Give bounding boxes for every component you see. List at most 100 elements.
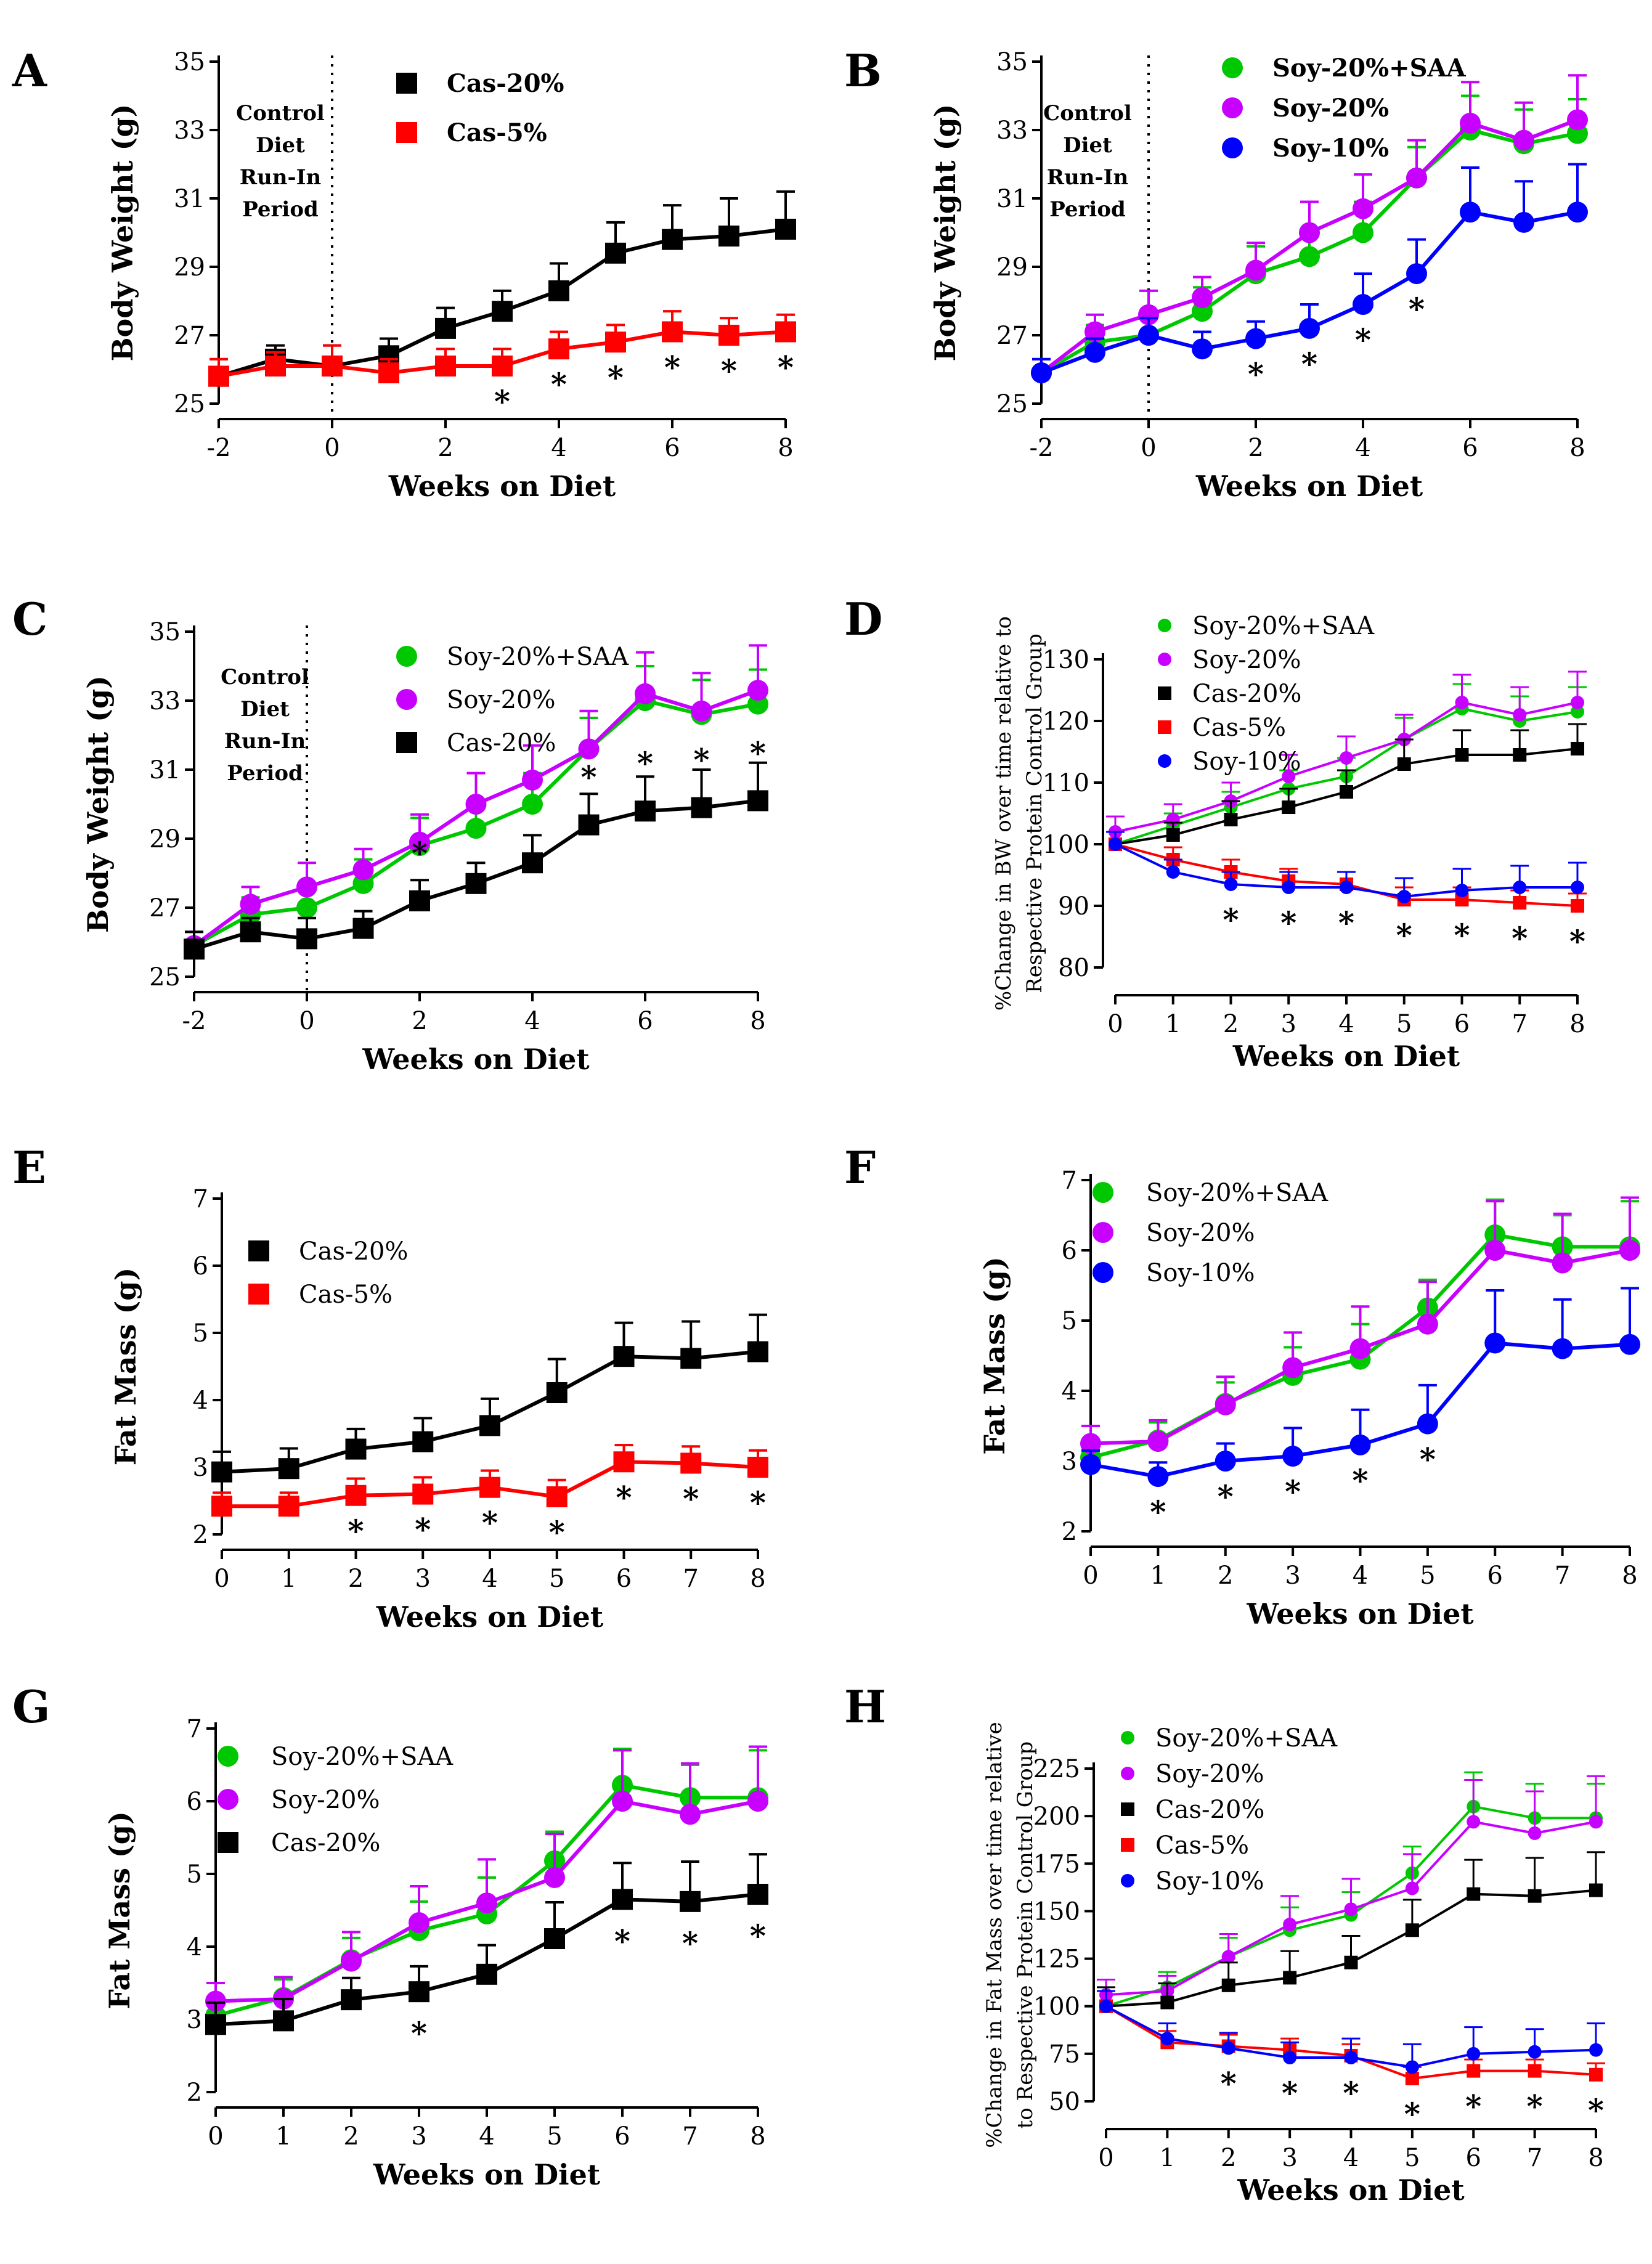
data-point [680, 1804, 701, 1825]
series-soy-20- [1031, 74, 1588, 384]
data-point [1528, 1889, 1542, 1903]
legend-label: Soy-10% [1155, 1867, 1264, 1895]
data-point [522, 852, 543, 874]
data-point [1460, 112, 1481, 134]
legend-swatch [1158, 653, 1171, 666]
panel-letter: A [12, 44, 47, 97]
series-soy-10- [1031, 163, 1588, 384]
y-tick-label: 7 [1062, 1167, 1077, 1195]
legend-label: Soy-10% [1192, 747, 1301, 776]
y-tick-label: 6 [1062, 1237, 1077, 1265]
data-point [1221, 1978, 1235, 1992]
panel-letter: F [844, 1141, 876, 1194]
x-tick-label: 8 [778, 434, 793, 462]
data-point [1353, 222, 1373, 243]
y-tick-label: 100 [1033, 1993, 1080, 2021]
y-tick-label: 2 [187, 2079, 202, 2107]
panel-e: E 2 3 4 5 6 7 0 1 2 3 4 5 6 7 8 Weeks on Diet Fat Mass (g… [12, 1141, 768, 1634]
data-point [1340, 751, 1353, 765]
data-point [544, 1928, 565, 1950]
legend-item: Cas-20% [1158, 680, 1301, 708]
data-point [1552, 1252, 1573, 1274]
data-point [1099, 1999, 1113, 2013]
y-tick-label: 33 [174, 116, 205, 145]
y-axis-title: to Respective Protein Control Group [1013, 1741, 1038, 2129]
legend-swatch [1121, 1767, 1134, 1780]
significance-star: * [1282, 2075, 1298, 2111]
legend-swatch [1222, 137, 1243, 158]
legend-item: Cas-5% [1121, 1831, 1249, 1860]
data-point [1166, 865, 1180, 879]
x-tick-label: 3 [1285, 1562, 1300, 1590]
data-point [378, 362, 399, 384]
data-point [1080, 1433, 1101, 1454]
legend-label: Soy-20%+SAA [1155, 1724, 1338, 1753]
x-tick-label: 4 [479, 2122, 494, 2151]
panel-a: A 25 27 29 31 33 35 -2 0 2 4 6 8 Weeks on Diet Body We… [12, 44, 796, 503]
data-point [1224, 813, 1238, 826]
x-axis-title: Weeks on Diet [1232, 1040, 1460, 1073]
data-point [1245, 259, 1266, 281]
data-point [1589, 1883, 1603, 1897]
y-tick-label: 29 [996, 253, 1028, 282]
significance-star: * [1409, 291, 1425, 327]
data-point [1147, 1466, 1169, 1488]
data-point [265, 355, 286, 377]
data-point [1138, 304, 1159, 325]
data-point [605, 242, 626, 264]
x-tick-label: 1 [1150, 1562, 1166, 1590]
y-axis-title: %Change in BW over time relative to [991, 616, 1016, 1011]
x-tick-label: 6 [614, 2122, 630, 2151]
data-point [747, 1884, 768, 1905]
legend-item: Soy-20% [1093, 1219, 1255, 1247]
data-point [548, 280, 569, 301]
x-tick-label: 5 [1420, 1562, 1435, 1590]
x-tick-label: 2 [348, 1565, 364, 1593]
y-tick-label: 25 [149, 963, 181, 992]
significance-star: * [1285, 1473, 1301, 1510]
panel-letter: E [12, 1141, 46, 1194]
legend-label: Soy-20%+SAA [1192, 612, 1375, 640]
legend-item: Cas-20% [396, 729, 556, 757]
data-point [1299, 317, 1320, 339]
significance-star: * [682, 1925, 698, 1961]
x-tick-label: 4 [551, 434, 566, 462]
x-tick-label: 0 [208, 2122, 223, 2151]
data-point [1283, 1918, 1297, 1932]
y-tick-label: 7 [193, 1185, 208, 1213]
x-tick-label: 6 [1462, 434, 1478, 462]
x-tick-label: 6 [616, 1565, 632, 1593]
run-in-note: Run-In [240, 165, 321, 190]
data-point [435, 355, 456, 377]
x-tick-label: 1 [1165, 1010, 1181, 1038]
data-point [412, 1483, 434, 1505]
significance-star: * [616, 1479, 632, 1515]
panel-c: C 25 27 29 31 33 35 -2 0 2 4 6 8 Weeks on Diet Body We… [12, 593, 768, 1076]
data-point [1513, 896, 1527, 910]
significance-star: * [693, 742, 709, 778]
y-tick-label: 25 [996, 390, 1028, 418]
data-point [1353, 198, 1373, 219]
data-point [1455, 884, 1469, 897]
legend-item: Soy-20% [1222, 94, 1389, 123]
significance-star: * [1218, 1478, 1234, 1515]
data-point [1397, 757, 1411, 771]
data-point [409, 1981, 429, 2003]
data-point [1340, 881, 1353, 894]
legend-label: Cas-20% [271, 1829, 380, 1857]
run-in-note: Diet [256, 133, 305, 158]
data-point [205, 1990, 226, 2012]
data-point [546, 1486, 568, 1507]
data-point [1567, 109, 1588, 131]
y-axis-title: Body Weight (g) [81, 675, 115, 933]
x-tick-label: 3 [1281, 1010, 1296, 1038]
legend-swatch [1222, 57, 1243, 78]
significance-star: * [1280, 905, 1296, 941]
data-point [662, 229, 683, 250]
panel-b: B 25 27 29 31 33 35 -2 0 2 4 6 8 Weeks on Diet Body We… [844, 44, 1588, 503]
legend-swatch [1158, 720, 1171, 734]
significance-star: * [1223, 902, 1239, 938]
y-tick-label: 29 [174, 253, 205, 282]
series-soy-10- [1080, 1287, 1640, 1488]
data-point [635, 683, 656, 704]
